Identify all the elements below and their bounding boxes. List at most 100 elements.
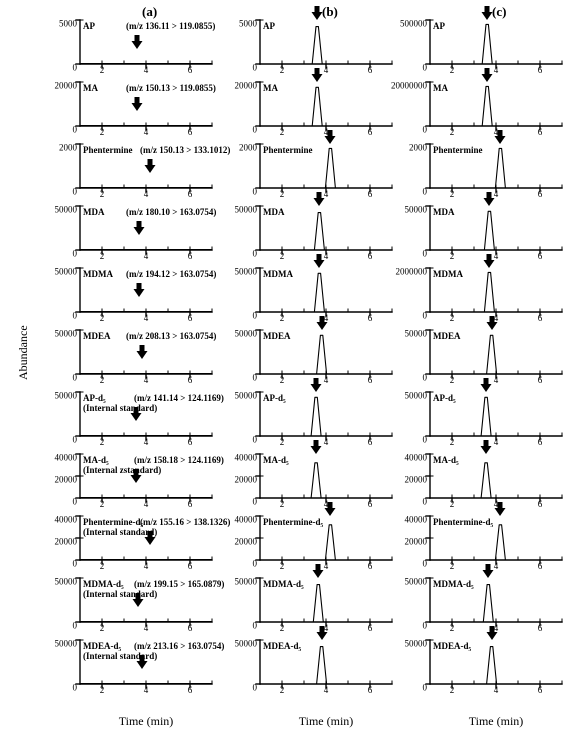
peak-arrow-icon bbox=[482, 6, 493, 25]
chart-panel-a-4: 246050000MDMA(m/z 194.12 > 163.0754) bbox=[80, 268, 212, 312]
peak-arrow-icon bbox=[325, 502, 336, 521]
peak-arrow-icon bbox=[486, 316, 497, 335]
peak-arrow-icon bbox=[482, 68, 493, 87]
y-tick-label: 50000 bbox=[235, 392, 258, 401]
x-tick-label: 6 bbox=[188, 376, 193, 385]
compound-label: MA-d₅ bbox=[263, 455, 289, 465]
x-axis-title-0: Time (min) bbox=[86, 714, 206, 729]
x-tick-label: 6 bbox=[368, 686, 373, 695]
compound-label: MDEA-d₅ bbox=[263, 641, 301, 651]
y-tick-label: 0 bbox=[253, 622, 258, 631]
compound-label: AP bbox=[433, 21, 445, 31]
x-tick-label: 2 bbox=[100, 252, 105, 261]
x-tick-label: 4 bbox=[494, 686, 499, 695]
x-tick-label: 2 bbox=[280, 562, 285, 571]
y-tick-label: 50000 bbox=[55, 640, 78, 649]
peak-arrow-icon bbox=[312, 6, 323, 25]
peak-arrow-icon bbox=[134, 221, 145, 240]
y-tick-label: 0 bbox=[73, 250, 78, 259]
x-tick-label: 2 bbox=[100, 624, 105, 633]
x-tick-label: 4 bbox=[144, 686, 149, 695]
compound-label: Phentermine bbox=[83, 145, 133, 155]
x-tick-label: 2 bbox=[280, 252, 285, 261]
y-tick-label: 2000 bbox=[59, 144, 77, 153]
peak-arrow-icon bbox=[325, 130, 336, 149]
chart-panel-c-3: 246050000MDA bbox=[430, 206, 562, 250]
y-tick-label: 50000 bbox=[405, 392, 428, 401]
y-tick-label: 0 bbox=[423, 374, 428, 383]
column-header-b: (b) bbox=[322, 4, 338, 20]
y-axis-title: Abundance bbox=[16, 325, 31, 380]
peak-arrow-icon bbox=[481, 378, 492, 397]
x-tick-label: 6 bbox=[538, 624, 543, 633]
x-tick-label: 2 bbox=[100, 562, 105, 571]
x-tick-label: 2 bbox=[450, 128, 455, 137]
peak-arrow-icon bbox=[312, 68, 323, 87]
y-tick-label: 0 bbox=[253, 126, 258, 135]
chart-panel-c-1: 246020000000MA bbox=[430, 82, 562, 126]
peak-arrow-icon bbox=[484, 192, 495, 211]
x-tick-label: 2 bbox=[100, 376, 105, 385]
chart-panel-a-7: 24602000040000MA-d₅(Internal zstandard)(… bbox=[80, 454, 212, 498]
x-tick-label: 2 bbox=[450, 376, 455, 385]
x-tick-label: 2 bbox=[280, 438, 285, 447]
chart-panel-c-8: 24602000040000Phentermine-d₅ bbox=[430, 516, 562, 560]
x-tick-label: 6 bbox=[368, 252, 373, 261]
peak-arrow-icon bbox=[133, 593, 144, 612]
x-tick-label: 2 bbox=[450, 562, 455, 571]
x-tick-label: 4 bbox=[144, 252, 149, 261]
chart-panel-b-4: 246050000MDMA bbox=[260, 268, 392, 312]
mz-label: (m/z 208.13 > 163.0754) bbox=[126, 331, 216, 341]
chart-panel-a-3: 246050000MDA(m/z 180.10 > 163.0754) bbox=[80, 206, 212, 250]
x-tick-label: 6 bbox=[188, 562, 193, 571]
mz-label: (m/z 136.11 > 119.0855) bbox=[126, 21, 215, 31]
x-tick-label: 6 bbox=[538, 562, 543, 571]
y-tick-label: 20000 bbox=[405, 538, 428, 547]
compound-label: Phentermine-d₅ bbox=[433, 517, 493, 527]
compound-subtitle: (Internal standard) bbox=[83, 589, 157, 599]
chart-panel-c-5: 246050000MDEA bbox=[430, 330, 562, 374]
x-tick-label: 4 bbox=[144, 190, 149, 199]
peak-arrow-icon bbox=[495, 502, 506, 521]
x-tick-label: 2 bbox=[280, 500, 285, 509]
x-tick-label: 2 bbox=[280, 190, 285, 199]
x-tick-label: 2 bbox=[280, 66, 285, 75]
x-tick-label: 6 bbox=[538, 190, 543, 199]
x-tick-label: 6 bbox=[368, 500, 373, 509]
y-tick-label: 50000 bbox=[55, 268, 78, 277]
mz-label: (m/z 150.13 > 119.0855) bbox=[126, 83, 216, 93]
compound-label: MDEA bbox=[83, 331, 111, 341]
y-tick-label: 50000 bbox=[235, 206, 258, 215]
y-tick-label: 50000 bbox=[55, 392, 78, 401]
x-tick-label: 4 bbox=[494, 438, 499, 447]
chart-panel-b-8: 24602000040000Phentermine-d₅ bbox=[260, 516, 392, 560]
y-tick-label: 40000 bbox=[235, 516, 258, 525]
y-tick-label: 20000 bbox=[55, 538, 78, 547]
compound-label: MDA bbox=[263, 207, 285, 217]
y-tick-label: 0 bbox=[73, 684, 78, 693]
x-tick-label: 2 bbox=[100, 314, 105, 323]
mz-label: (m/z 158.18 > 124.1169) bbox=[134, 455, 224, 465]
compound-label: Phentermine-d₅ bbox=[263, 517, 323, 527]
y-tick-label: 0 bbox=[423, 126, 428, 135]
peak-arrow-icon bbox=[145, 531, 156, 550]
y-tick-label: 0 bbox=[253, 374, 258, 383]
y-tick-label: 0 bbox=[73, 436, 78, 445]
y-tick-label: 50000 bbox=[55, 330, 78, 339]
x-tick-label: 6 bbox=[368, 624, 373, 633]
compound-label: MDEA bbox=[433, 331, 461, 341]
peak-arrow-icon bbox=[131, 469, 142, 488]
x-tick-label: 6 bbox=[368, 190, 373, 199]
y-tick-label: 50000 bbox=[405, 640, 428, 649]
y-tick-label: 50000 bbox=[405, 578, 428, 587]
y-tick-label: 0 bbox=[423, 498, 428, 507]
y-tick-label: 50000 bbox=[235, 640, 258, 649]
peak-arrow-icon bbox=[134, 283, 145, 302]
y-tick-label: 50000 bbox=[405, 206, 428, 215]
x-tick-label: 4 bbox=[494, 376, 499, 385]
peak-arrow-icon bbox=[132, 35, 143, 54]
x-tick-label: 4 bbox=[324, 686, 329, 695]
chart-panel-b-9: 246050000MDMA-d₅ bbox=[260, 578, 392, 622]
x-tick-label: 4 bbox=[144, 376, 149, 385]
x-tick-label: 6 bbox=[538, 252, 543, 261]
